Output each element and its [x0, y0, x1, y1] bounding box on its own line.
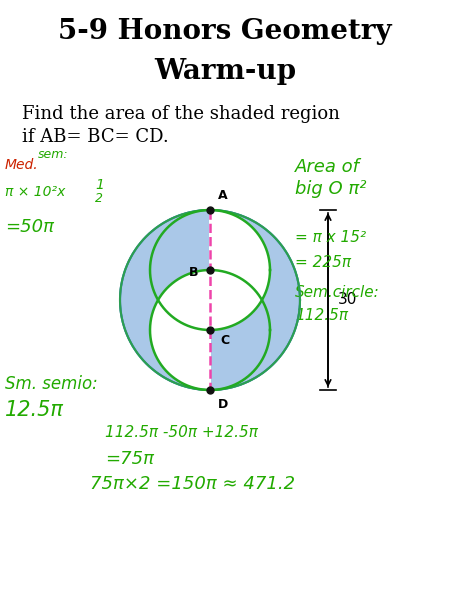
Text: 112.5π -50π +12.5π: 112.5π -50π +12.5π	[105, 425, 258, 440]
Text: A: A	[218, 189, 228, 202]
Polygon shape	[210, 210, 270, 330]
Circle shape	[120, 210, 300, 390]
Text: 112.5π: 112.5π	[295, 308, 348, 323]
Polygon shape	[150, 270, 210, 390]
Text: 2: 2	[95, 192, 103, 205]
Text: Sem.circle:: Sem.circle:	[295, 285, 380, 300]
Polygon shape	[210, 270, 270, 390]
Text: 30: 30	[338, 292, 357, 307]
Text: Area of: Area of	[295, 158, 360, 176]
Text: sem:: sem:	[38, 148, 68, 161]
Text: =75π: =75π	[105, 450, 154, 468]
Text: 5-9 Honors Geometry: 5-9 Honors Geometry	[58, 18, 392, 45]
Polygon shape	[150, 210, 210, 330]
Text: = π x 15²: = π x 15²	[295, 230, 366, 245]
Text: 1: 1	[95, 178, 104, 192]
Text: Find the area of the shaded region: Find the area of the shaded region	[22, 105, 340, 123]
Text: π × 10²x: π × 10²x	[5, 185, 70, 199]
Text: B: B	[189, 265, 198, 278]
Text: big O π²: big O π²	[295, 180, 366, 198]
Text: Sm. semio:: Sm. semio:	[5, 375, 98, 393]
Text: D: D	[218, 398, 228, 411]
Text: 75π×2 =150π ≈ 471.2: 75π×2 =150π ≈ 471.2	[90, 475, 295, 493]
Text: =50π: =50π	[5, 218, 54, 236]
Text: C: C	[220, 334, 229, 347]
Text: 12.5π: 12.5π	[5, 400, 64, 420]
Text: if AB= BC= CD.: if AB= BC= CD.	[22, 128, 169, 146]
Text: Warm-up: Warm-up	[154, 58, 296, 85]
Text: Med.: Med.	[5, 158, 39, 172]
Text: = 225π: = 225π	[295, 255, 351, 270]
